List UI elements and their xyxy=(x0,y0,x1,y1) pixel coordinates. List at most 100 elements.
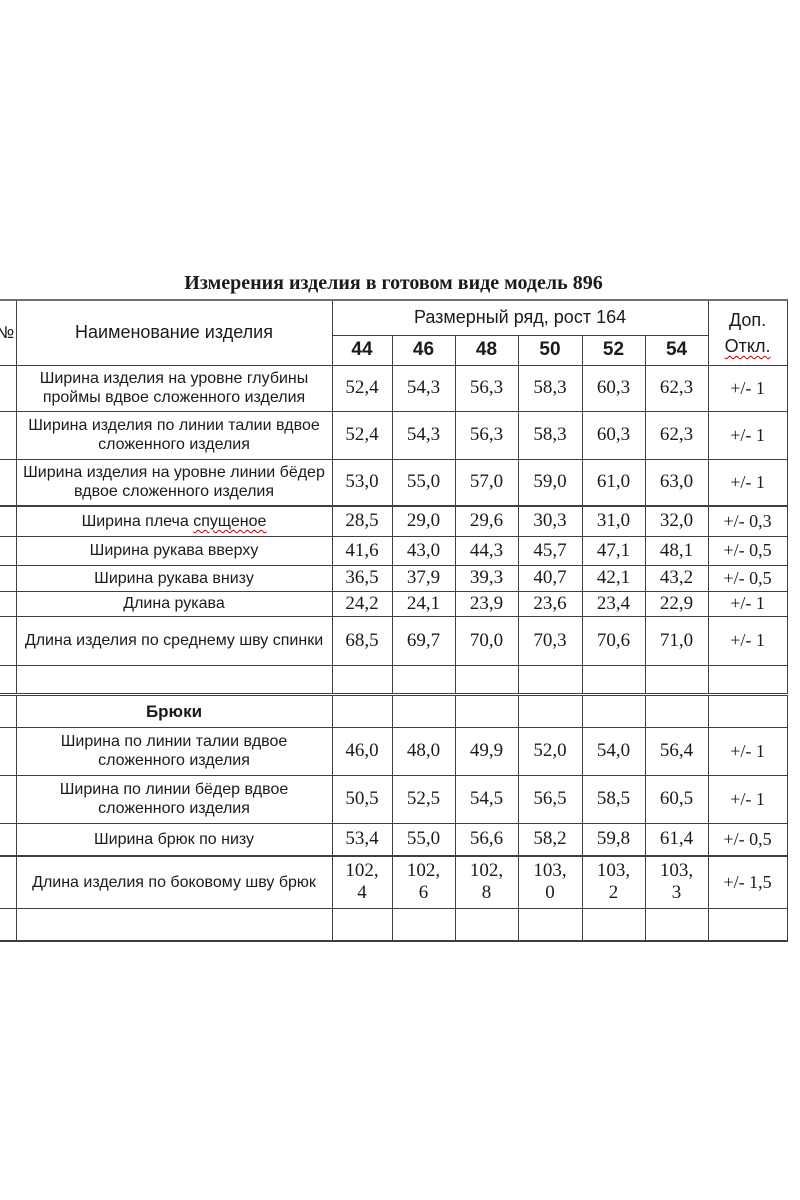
tolerance-value xyxy=(707,907,788,942)
measurement-value: 55,0 xyxy=(391,822,456,857)
measurement-value: 41,6 xyxy=(331,535,393,566)
measurement-value: 56,3 xyxy=(454,410,519,460)
row-number-cell xyxy=(0,505,17,537)
table-row: Длина изделия по боковому шву брюк 102, 4 1… xyxy=(0,855,788,909)
measurement-value: 23,4 xyxy=(581,590,646,617)
size-column-header: 46 xyxy=(391,334,456,366)
document-page: Измерения изделия в готовом виде модель … xyxy=(0,272,788,942)
measurement-name: Ширина изделия на уровне линии бёдер вдв… xyxy=(15,458,333,507)
measurement-name-text: Брюки xyxy=(145,701,203,721)
measurement-value: 60,3 xyxy=(581,364,646,412)
measurement-value: 102, 6 xyxy=(391,855,456,909)
measurement-value: 68,5 xyxy=(331,615,393,666)
tolerance-value: +/- 1 xyxy=(707,458,788,507)
measurement-value: 43,0 xyxy=(391,535,456,566)
measurement-value: 102, 4 xyxy=(331,855,393,909)
row-number-cell xyxy=(0,590,17,617)
measurement-name: Ширина по линии бёдер вдвое сложенного и… xyxy=(15,774,333,824)
measurement-name-text: Ширина рукава внизу xyxy=(94,569,254,587)
measurement-value: 32,0 xyxy=(644,505,709,537)
measurement-value xyxy=(517,907,583,942)
row-number-cell xyxy=(0,774,17,824)
measurement-value xyxy=(331,692,393,728)
measurement-value: 59,8 xyxy=(581,822,646,857)
row-number-cell xyxy=(0,692,17,728)
measurement-value: 37,9 xyxy=(391,564,456,592)
section-row: Брюки xyxy=(0,692,788,728)
measurement-name-text: Ширина плеча xyxy=(81,512,189,530)
measurement-value: 40,7 xyxy=(517,564,583,592)
table-row: Ширина по линии бёдер вдвое сложенного и… xyxy=(0,774,788,824)
measurement-value: 54,3 xyxy=(391,364,456,412)
tolerance-value: +/- 1 xyxy=(707,364,788,412)
measurement-value xyxy=(644,664,709,695)
measurement-value: 58,2 xyxy=(517,822,583,857)
measurement-value: 54,5 xyxy=(454,774,519,824)
measurement-value: 39,3 xyxy=(454,564,519,592)
measurement-value: 54,0 xyxy=(581,726,646,776)
row-number-cell xyxy=(0,364,17,412)
tolerance-value: +/- 1 xyxy=(707,410,788,460)
measurement-name-text: Ширина изделия на уровне глубины проймы … xyxy=(39,370,309,406)
measurement-value: 63,0 xyxy=(644,458,709,507)
measurement-name-text: Длина изделия по боковому шву брюк xyxy=(32,873,316,891)
measurement-name: Ширина по линии талии вдвое сложенного и… xyxy=(15,726,333,776)
table-row: Ширина рукава внизу 36,5 37,9 39,3 40,7 42,1 4… xyxy=(0,564,788,592)
measurement-value: 22,9 xyxy=(644,590,709,617)
table-row: Ширина изделия на уровне глубины проймы … xyxy=(0,364,788,412)
measurement-value: 61,0 xyxy=(581,458,646,507)
measurement-value: 53,0 xyxy=(331,458,393,507)
measurement-value: 56,4 xyxy=(644,726,709,776)
measurement-value xyxy=(581,907,646,942)
measurement-value: 58,5 xyxy=(581,774,646,824)
row-number-cell xyxy=(0,615,17,666)
header-row-group: № Наименование изделия Размерный ряд, ро… xyxy=(0,299,788,366)
measurement-value xyxy=(391,692,456,728)
measurement-value: 60,3 xyxy=(581,410,646,460)
measurement-value: 103, 3 xyxy=(644,855,709,909)
tolerance-header-line1: Доп. xyxy=(728,309,767,330)
measurement-name-text: Ширина изделия на уровне линии бёдер вдв… xyxy=(23,464,325,501)
tolerance-value: +/- 1 xyxy=(707,774,788,824)
table-row: Длина рукава 24,2 24,1 23,9 23,6 23,4 22,9 +/- … xyxy=(0,590,788,617)
row-number-cell xyxy=(0,458,17,507)
measurement-value xyxy=(644,907,709,942)
table-row: Ширина изделия на уровне линии бёдер вдв… xyxy=(0,458,788,507)
tolerance-value: +/- 1 xyxy=(707,615,788,666)
measurement-name xyxy=(15,907,333,942)
measurement-value: 46,0 xyxy=(331,726,393,776)
measurement-value: 48,0 xyxy=(391,726,456,776)
tolerance-value: +/- 1,5 xyxy=(707,855,788,909)
measurement-value: 52,5 xyxy=(391,774,456,824)
row-number-cell xyxy=(0,664,17,695)
measurement-value xyxy=(454,692,519,728)
measurement-value xyxy=(517,664,583,695)
misspelled-word: спущеное xyxy=(193,512,267,530)
measurement-name-text: Ширина по линии талии вдвое сложенного и… xyxy=(60,733,288,769)
measurement-value: 43,2 xyxy=(644,564,709,592)
measurement-value: 103, 2 xyxy=(581,855,646,909)
col-header-size-group: Размерный ряд, рост 164 xyxy=(331,299,709,336)
table-row: Длина изделия по среднему шву спинки 68,5… xyxy=(0,615,788,666)
measurement-value: 62,3 xyxy=(644,364,709,412)
header-row-sizes: 44 46 48 50 52 54 xyxy=(0,334,787,366)
measurement-name: Длина изделия по боковому шву брюк xyxy=(15,855,333,909)
measurement-value: 42,1 xyxy=(581,564,646,592)
measurement-name: Ширина рукава внизу xyxy=(15,564,333,592)
measurement-name: Ширина изделия на уровне глубины проймы … xyxy=(15,364,333,412)
measurement-value: 23,9 xyxy=(454,590,519,617)
measurement-value: 56,5 xyxy=(517,774,583,824)
measurement-value: 23,6 xyxy=(517,590,583,617)
measurement-value: 30,3 xyxy=(517,505,583,537)
measurement-name: Ширина брюк по низу xyxy=(15,822,333,857)
measurement-value: 61,4 xyxy=(644,822,709,857)
measurement-name-text: Ширина брюк по низу xyxy=(93,830,255,848)
tolerance-value: +/- 0,5 xyxy=(707,822,788,857)
measurement-value: 59,0 xyxy=(517,458,583,507)
measurement-value: 31,0 xyxy=(581,505,646,537)
table-row: Ширина брюк по низу 53,4 55,0 56,6 58,2 59,8 6… xyxy=(0,822,788,857)
measurement-value: 36,5 xyxy=(331,564,393,592)
tolerance-value: +/- 1 xyxy=(707,726,788,776)
measurement-value: 24,1 xyxy=(391,590,456,617)
measurement-value: 69,7 xyxy=(391,615,456,666)
